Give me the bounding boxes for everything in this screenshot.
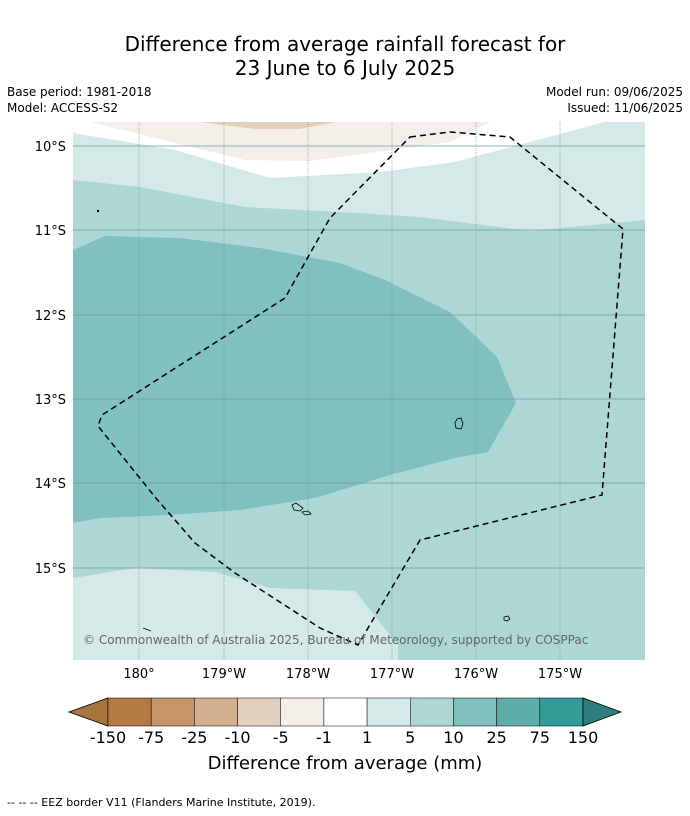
colorbar-tick-label: 75 (529, 728, 550, 747)
title-line-1: Difference from average rainfall forecas… (124, 32, 566, 56)
map-fill-layers (73, 122, 645, 660)
issued-date: Issued: 11/06/2025 (567, 101, 683, 115)
latitude-labels: 10°S 11°S 12°S 13°S 14°S 15°S (35, 140, 66, 577)
lon-label: 177°W (370, 667, 414, 682)
lat-label: 11°S (35, 224, 66, 239)
lon-label: 176°W (454, 667, 498, 682)
lon-label: 178°W (286, 667, 330, 682)
colorbar-tick-label: 5 (405, 728, 416, 747)
colorbar-tick-label: -25 (181, 728, 208, 747)
lat-label: 13°S (35, 393, 66, 408)
lat-label: 15°S (35, 562, 66, 577)
title-line-2: 23 June to 6 July 2025 (234, 56, 456, 80)
colorbar-swatch (410, 697, 454, 727)
zone-10-to-25 (73, 236, 516, 523)
colorbar-swatch (280, 697, 325, 727)
lat-label: 14°S (35, 477, 66, 492)
island-northwest (96, 209, 100, 213)
lon-label: 179°W (202, 667, 246, 682)
lon-label: 175°W (538, 667, 582, 682)
colorbar-swatch (107, 697, 152, 727)
island-southeast (503, 615, 511, 622)
colorbar-swatch (453, 697, 497, 727)
colorbar-title: Difference from average (mm) (207, 753, 483, 774)
island-central-2 (301, 510, 312, 516)
lat-label: 10°S (35, 140, 66, 155)
colorbar-swatch (323, 697, 368, 727)
colorbar-swatch (150, 697, 195, 727)
colorbar-tick-label: 10 (443, 728, 464, 747)
colorbar-tick-label: -150 (89, 728, 127, 747)
colorbar-swatch (539, 697, 584, 727)
zone-minus10-to-minus5 (200, 122, 335, 129)
lat-label: 12°S (35, 309, 66, 324)
colorbar-swatch (366, 697, 411, 727)
colorbar-tick-label: 25 (486, 728, 507, 747)
colorbar-swatch (496, 697, 541, 727)
eez-border (97, 131, 624, 646)
colorbar-tick-label: -5 (272, 728, 289, 747)
copyright-notice: © Commonwealth of Australia 2025, Bureau… (83, 633, 589, 647)
lon-label: 180° (123, 667, 154, 682)
colorbar-tick-label: 150 (567, 728, 599, 747)
colorbar-swatch (237, 697, 281, 727)
zone-1-to-5-southwest (73, 622, 240, 660)
longitude-labels: 180° 179°W 178°W 177°W 176°W 175°W (123, 667, 582, 682)
colorbar-extend-low (67, 697, 109, 727)
island-southwest (142, 627, 152, 632)
model-run: Model run: 09/06/2025 (545, 85, 683, 99)
colorbar-tick-label: 1 (361, 728, 373, 747)
colorbar-extend-high (582, 697, 623, 727)
islands (96, 209, 511, 632)
colorbar (67, 697, 623, 727)
zone-minus5-to-minus1 (90, 122, 490, 161)
colorbar-tick-label: -75 (138, 728, 165, 747)
colorbar-tick-label: -10 (224, 728, 251, 747)
base-period: Base period: 1981-2018 (7, 85, 152, 99)
island-east (454, 417, 464, 430)
model-name: Model: ACCESS-S2 (7, 101, 119, 115)
colorbar-swatch (194, 697, 238, 727)
colorbar-tick-label: -1 (315, 728, 332, 747)
gridlines (73, 122, 645, 660)
island-central-1 (291, 502, 304, 512)
eez-footnote: -- -- -- EEZ border V11 (Flanders Marine… (7, 796, 316, 809)
